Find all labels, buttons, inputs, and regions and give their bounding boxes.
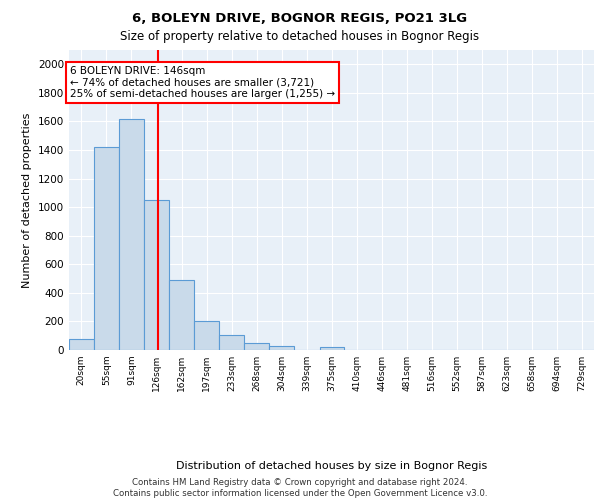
Bar [169,280,194,350]
Bar [220,335,244,350]
Y-axis label: Number of detached properties: Number of detached properties [22,112,32,288]
Bar [144,200,169,350]
Text: Size of property relative to detached houses in Bognor Regis: Size of property relative to detached ho… [121,30,479,43]
Text: 6, BOLEYN DRIVE, BOGNOR REGIS, PO21 3LG: 6, BOLEYN DRIVE, BOGNOR REGIS, PO21 3LG [133,12,467,26]
Bar [94,147,119,350]
Bar [69,340,94,350]
Bar [194,320,220,350]
X-axis label: Distribution of detached houses by size in Bognor Regis: Distribution of detached houses by size … [176,460,487,470]
Bar [269,346,294,350]
Bar [320,347,344,350]
Bar [244,343,269,350]
Bar [119,118,144,350]
Text: 6 BOLEYN DRIVE: 146sqm
← 74% of detached houses are smaller (3,721)
25% of semi-: 6 BOLEYN DRIVE: 146sqm ← 74% of detached… [70,66,335,99]
Text: Contains HM Land Registry data © Crown copyright and database right 2024.
Contai: Contains HM Land Registry data © Crown c… [113,478,487,498]
